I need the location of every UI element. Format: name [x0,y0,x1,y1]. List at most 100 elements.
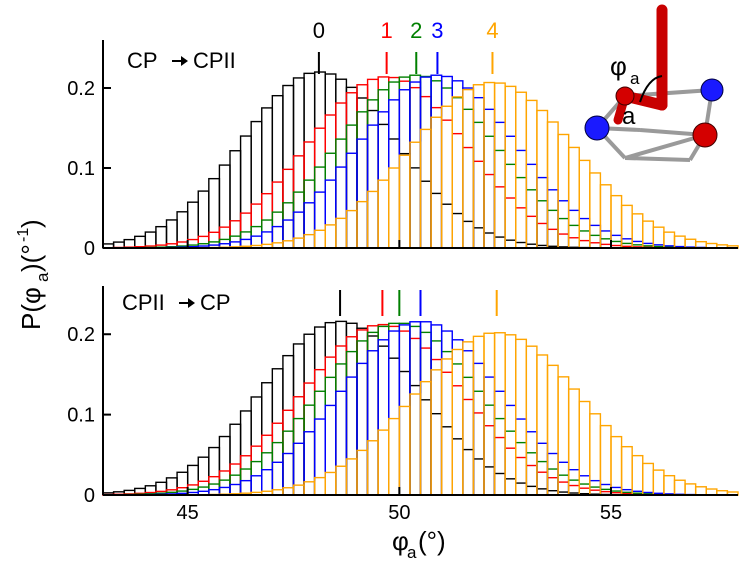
histogram-bar [483,108,496,249]
top-axes: 0 0.1 0.2 [67,40,738,260]
histogram-bar [451,348,464,496]
histogram-bar [282,409,295,496]
histogram-bar [292,343,305,496]
histogram-bar [525,345,538,496]
histogram-bar [366,190,379,249]
histogram-bar [345,376,358,496]
histogram-bar [324,404,337,496]
histogram-bar [282,240,295,249]
histogram-bar [356,200,369,249]
histogram-bar [483,135,496,249]
histogram-bar [578,230,591,249]
x-tick-label: 55 [600,502,622,524]
histogram-bar [504,430,517,496]
histogram-bar [430,80,443,249]
histogram-bar [356,84,369,249]
histogram-bar [409,393,422,496]
histogram-bar [578,400,591,496]
histogram-bar [356,449,369,496]
histogram-bar [589,413,602,496]
histogram-bar [250,445,263,496]
histogram-bar [419,75,432,249]
histogram-bar [525,464,538,496]
histogram-bar [472,362,485,496]
histogram-bar [229,220,242,249]
series-4-bars [208,332,739,496]
histogram-bar [345,92,358,249]
histogram-bar [493,149,506,249]
histogram-bar [377,339,390,496]
histogram-bar [282,168,295,249]
histogram-bar [472,227,485,249]
histogram-bar [335,217,348,249]
histogram-bar [536,471,549,496]
histogram-bar [345,350,358,496]
histogram-bar [366,109,379,249]
histogram-bar [218,226,231,249]
histogram-bar [208,446,221,496]
histogram-bar [419,380,432,496]
histogram-bar [525,431,538,496]
histogram-bar [483,232,496,249]
histogram-bar [493,82,506,249]
histogram-bar [303,382,316,496]
y-axis-title-base: P(φ [16,287,46,330]
histogram-bar [472,84,485,249]
histogram-bar [589,224,602,249]
bottom-panel: 0 0.1 0.2 45 50 55 CPII CP [67,286,739,524]
histogram-bar [345,152,358,249]
top-title-to: CPII [193,48,236,73]
histogram-bar [451,212,464,249]
histogram-bar [292,77,305,249]
x-axis-title-base: φ [392,526,409,556]
y-axis-title: P(φ a )(° -1 ) [15,219,52,330]
histogram-bar [324,152,337,249]
histogram-bar [324,471,337,496]
histogram-bar [377,179,390,249]
histogram-bar [557,376,570,496]
histogram-bar [261,231,274,249]
histogram-bar [430,412,443,496]
x-tick-label: 50 [388,502,410,524]
histogram-bar [536,109,549,249]
histogram-bar [430,74,443,249]
histogram-bar [366,78,379,249]
histogram-bar [525,189,538,249]
histogram-bar [409,321,422,496]
histogram-bar [483,173,496,249]
histogram-bar [398,370,411,496]
histogram-bar [451,80,464,249]
histogram-bar [409,81,422,249]
histogram-bar [377,429,390,496]
histogram-bar [440,371,453,496]
histogram-bar [345,124,358,249]
histogram-bar [684,483,697,496]
histogram-bar [462,341,475,496]
histogram-bar [536,176,549,249]
histogram-bar [493,186,506,249]
histogram-bar [303,179,316,249]
histogram-bar [356,362,369,496]
histogram-bar [462,376,475,496]
x-axis-title: φ a (°) [392,526,446,562]
histogram-bar [282,487,295,496]
histogram-bar [451,96,464,249]
histogram-bar [282,452,295,496]
histogram-bar [472,458,485,496]
histogram-bar [324,224,337,249]
histogram-bar [472,96,485,249]
histogram-bar [440,105,453,249]
mean-marker-label: 2 [410,18,422,43]
histogram-bar [567,237,580,249]
histogram-bar [324,179,337,249]
histogram-bar [398,89,411,249]
histogram-bar [515,338,528,496]
histogram-bar [313,229,326,249]
histogram-bar [271,225,284,249]
histogram-bar [292,484,305,496]
histogram-bar [208,177,221,249]
histogram-bar [557,217,570,249]
histogram-bar [388,167,401,249]
histogram-bar [493,332,506,496]
histogram-bar [398,80,411,249]
